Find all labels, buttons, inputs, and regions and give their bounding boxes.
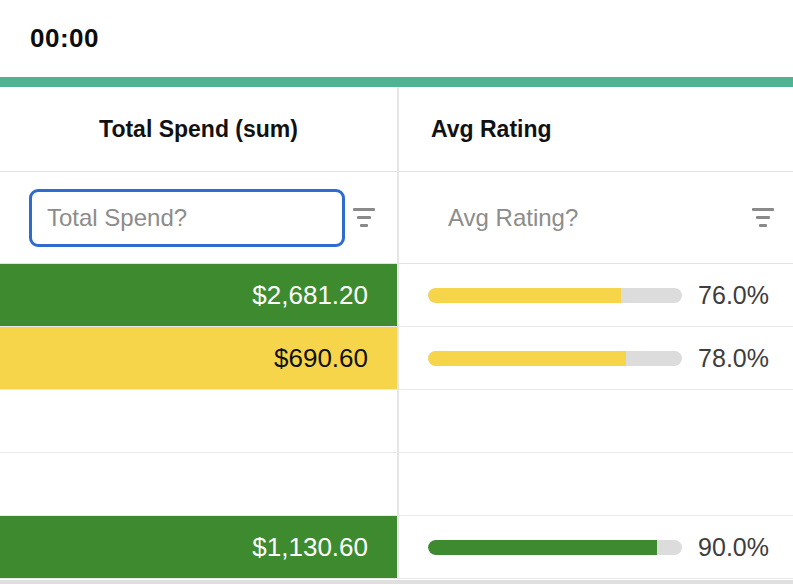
accent-divider <box>0 77 793 87</box>
timer: 00:00 <box>30 23 99 54</box>
spend-value: $1,130.60 <box>252 532 368 563</box>
table-cell-total-spend[interactable]: $2,681.20 <box>0 264 397 327</box>
progress-bar-fill <box>428 351 626 366</box>
table-cell-total-spend[interactable]: $690.60 <box>0 327 397 390</box>
table-cell-total-spend[interactable] <box>0 390 397 453</box>
table-cell-avg-rating[interactable] <box>399 390 793 453</box>
column-total-spend: Total Spend (sum) $2,681.20 $690.60 $1,1… <box>0 87 397 579</box>
table-cell-total-spend[interactable] <box>0 453 397 516</box>
total-spend-filter-cell <box>0 172 397 264</box>
column-header-total-spend[interactable]: Total Spend (sum) <box>0 87 397 172</box>
spend-value: $2,681.20 <box>252 280 368 311</box>
top-bar: 00:00 <box>0 0 793 77</box>
avg-rating-filter-cell <box>399 172 793 264</box>
column-header-avg-rating[interactable]: Avg Rating <box>399 87 793 172</box>
spend-value: $690.60 <box>274 343 368 374</box>
total-spend-filter-input[interactable] <box>29 189 345 247</box>
column-avg-rating: Avg Rating 76.0% 78.0% <box>397 87 793 579</box>
rating-percent-label: 90.0% <box>698 533 769 562</box>
filter-icon[interactable] <box>752 208 774 227</box>
table-cell-avg-rating[interactable]: 90.0% <box>399 516 793 579</box>
progress-bar-track <box>428 540 682 555</box>
data-grid: Total Spend (sum) $2,681.20 $690.60 $1,1… <box>0 87 793 579</box>
bottom-edge-strip <box>0 580 793 584</box>
rating-percent-label: 76.0% <box>698 281 769 310</box>
filter-icon[interactable] <box>353 208 375 227</box>
table-cell-total-spend[interactable]: $1,130.60 <box>0 516 397 579</box>
table-cell-avg-rating[interactable]: 76.0% <box>399 264 793 327</box>
progress-bar-track <box>428 351 682 366</box>
rating-percent-label: 78.0% <box>698 344 769 373</box>
grid-table-app: 00:00 Total Spend (sum) $2,681.20 $690.6… <box>0 0 793 584</box>
table-cell-avg-rating[interactable] <box>399 453 793 516</box>
progress-bar-fill <box>428 288 621 303</box>
progress-bar-track <box>428 288 682 303</box>
avg-rating-filter-input[interactable] <box>401 189 717 247</box>
progress-bar-fill <box>428 540 657 555</box>
table-cell-avg-rating[interactable]: 78.0% <box>399 327 793 390</box>
